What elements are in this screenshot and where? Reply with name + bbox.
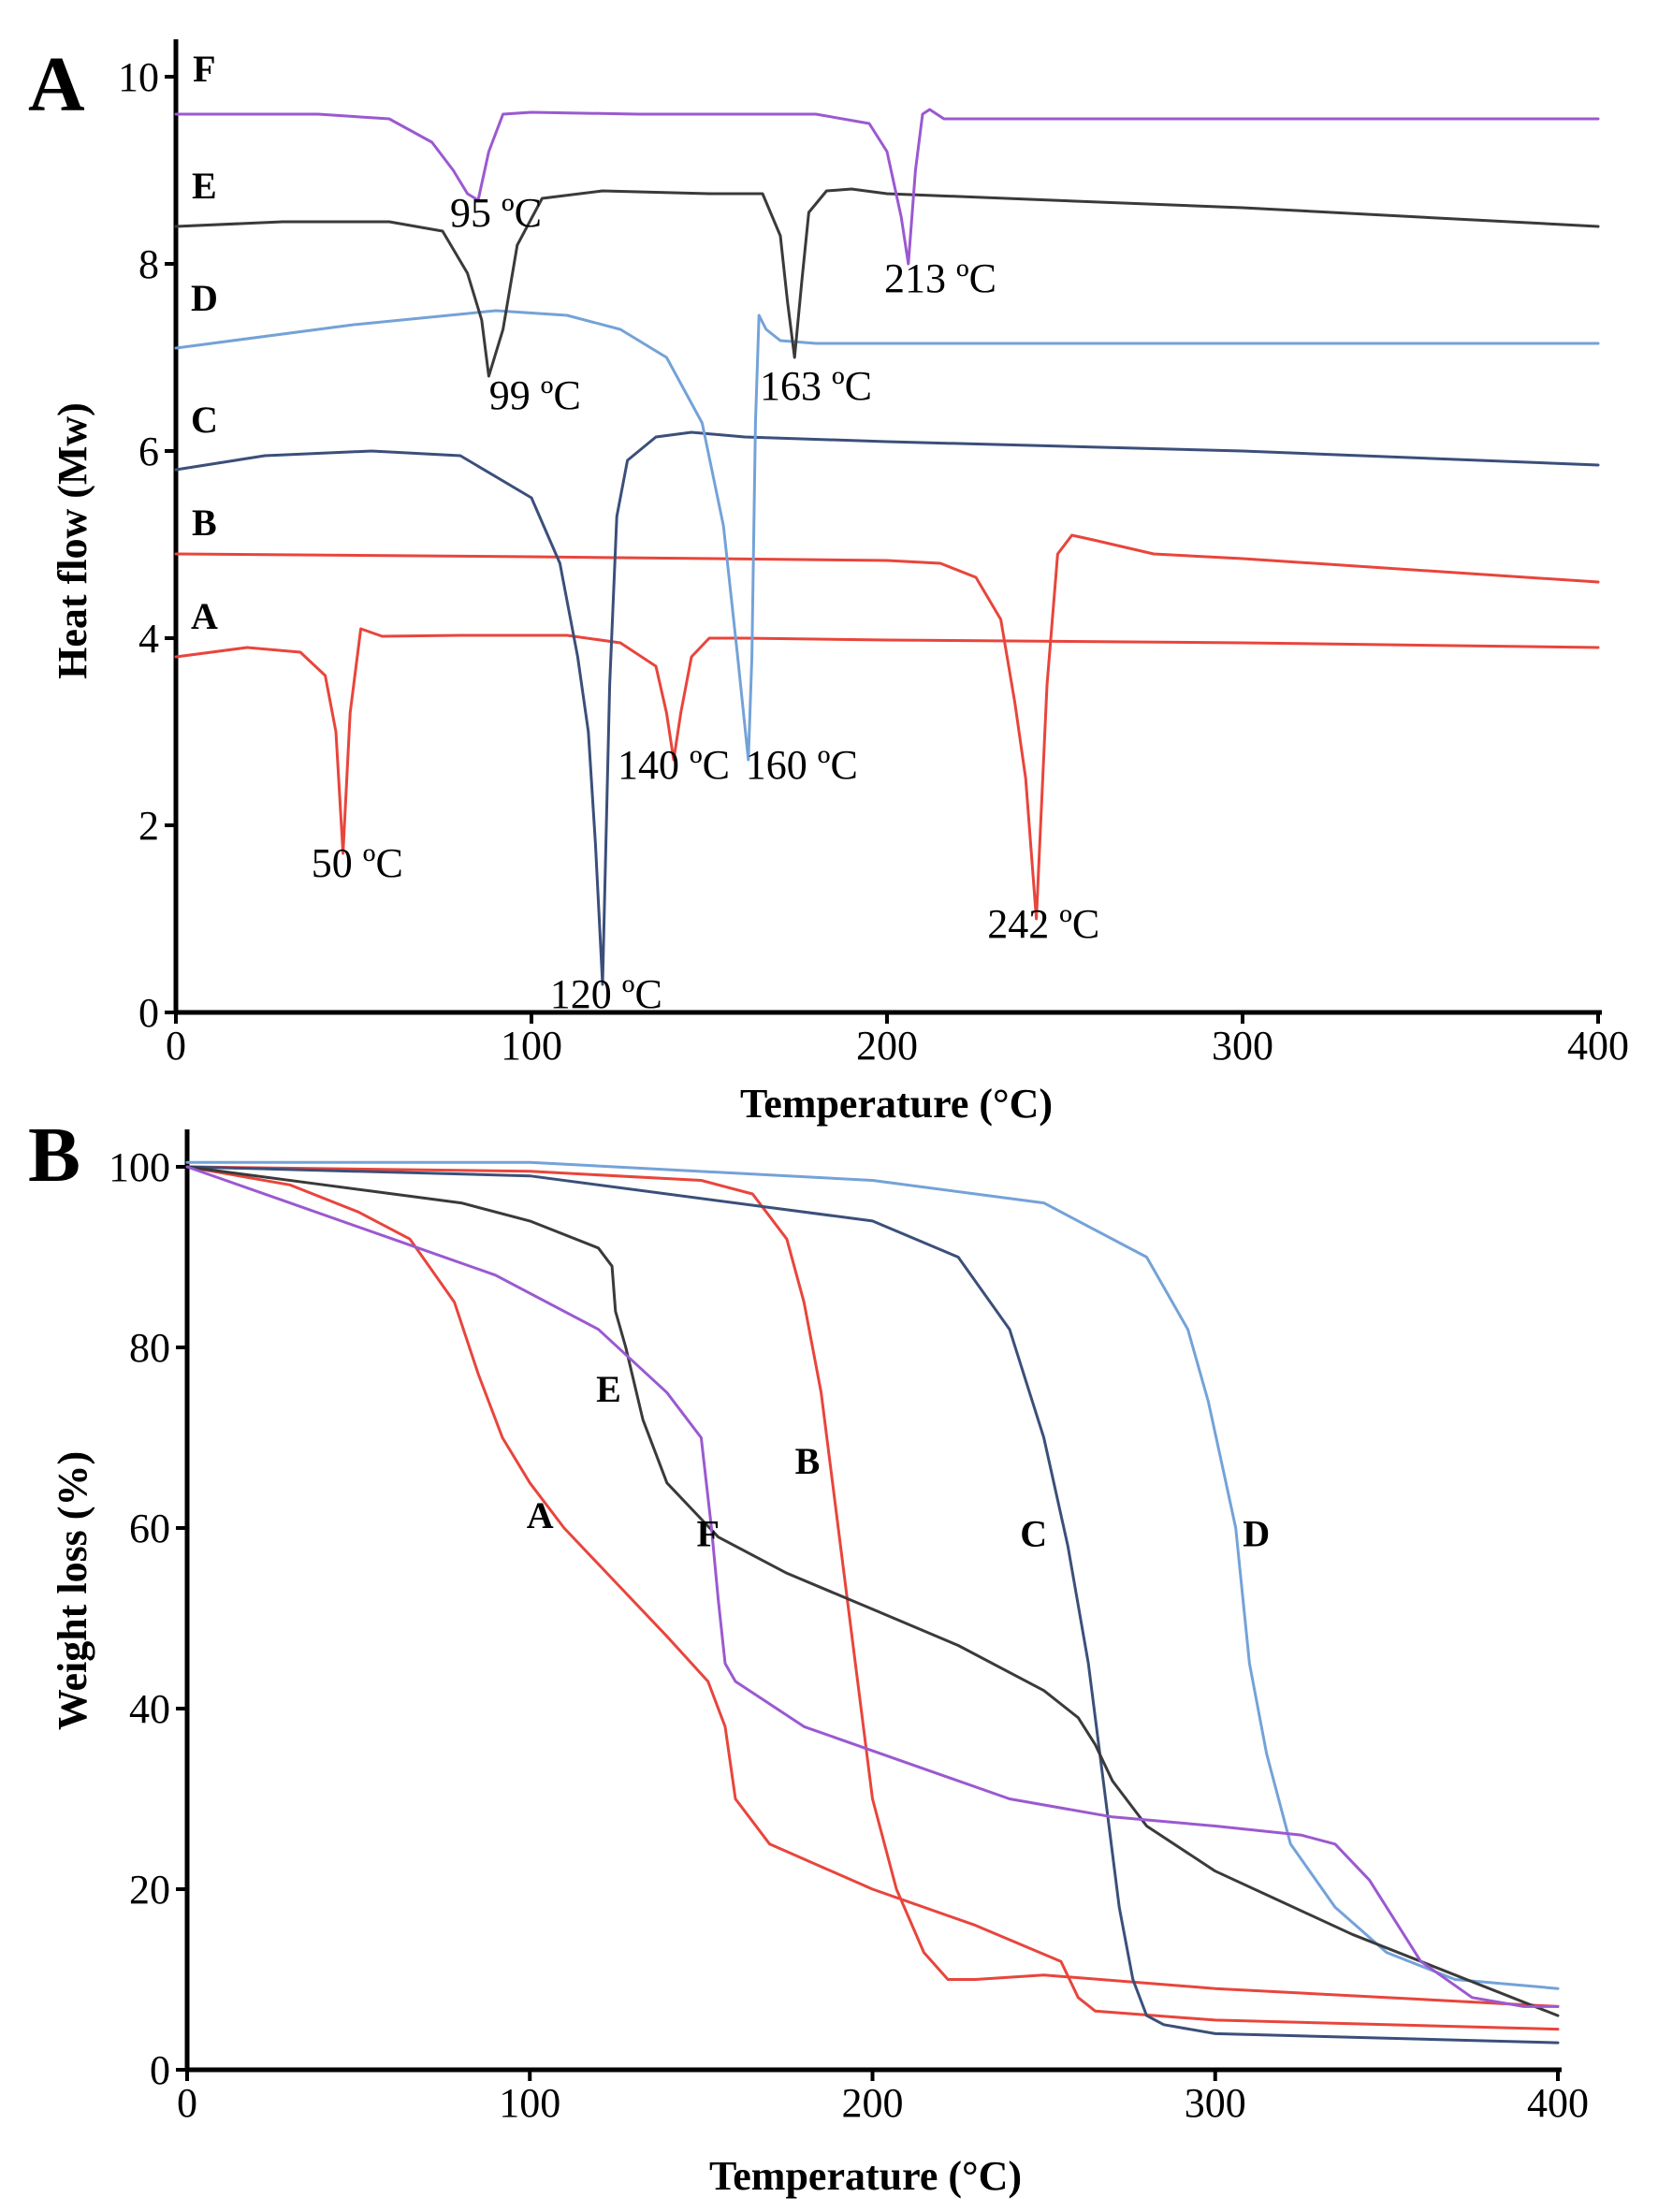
peak-annotation: 99 ºC xyxy=(489,372,581,418)
series-f-line xyxy=(185,1165,1560,2008)
series-label-c: C xyxy=(191,399,218,441)
panel-a-y-axis-title: Heat flow (Mw) xyxy=(50,402,95,679)
y-tick-label: 6 xyxy=(138,429,159,474)
series-d-line xyxy=(185,1160,1560,1990)
y-tick-label: 100 xyxy=(109,1144,170,1190)
y-tick-label: 0 xyxy=(150,2047,170,2093)
peak-annotation: 163 ºC xyxy=(760,363,872,409)
series-label-f: F xyxy=(696,1512,719,1554)
series-f-line xyxy=(174,108,1600,266)
panel-a-dsc-chart: A 0 100 200 300 400 0 2 4 6 8 10 A B C D E F 50 ºC 120 ºC… xyxy=(28,39,1629,1127)
y-tick-label: 20 xyxy=(129,1867,170,1913)
panel-a-axes: 0 100 200 300 400 0 2 4 6 8 10 xyxy=(118,39,1629,1069)
peak-annotation: 140 ºC xyxy=(618,742,730,788)
series-e-line xyxy=(174,187,1600,378)
panel-a-series xyxy=(174,108,1600,986)
series-label-e: E xyxy=(192,165,217,207)
x-tick-label: 400 xyxy=(1567,1023,1629,1069)
series-label-e: E xyxy=(596,1368,621,1410)
series-a-line xyxy=(174,627,1600,855)
peak-annotation: 120 ºC xyxy=(550,971,662,1017)
peak-annotation: 95 ºC xyxy=(450,190,542,236)
series-label-f: F xyxy=(193,48,215,90)
y-tick-label: 80 xyxy=(129,1325,170,1371)
series-e-line xyxy=(185,1165,1560,2017)
panel-b-tga-chart: B 0 100 200 300 400 0 20 40 60 80 100 A B C D E F Tempe… xyxy=(28,1112,1589,2199)
peak-annotation: 242 ºC xyxy=(987,901,1099,947)
series-label-c: C xyxy=(1020,1512,1047,1554)
panel-b-y-axis-title: Weight loss (%) xyxy=(50,1451,95,1730)
series-label-a: A xyxy=(191,595,218,637)
panel-a-label: A xyxy=(28,41,85,128)
peak-annotation: 160 ºC xyxy=(746,742,858,788)
peak-annotation: 213 ºC xyxy=(884,255,996,301)
x-tick-label: 200 xyxy=(842,2080,904,2126)
x-tick-label: 300 xyxy=(1185,2080,1246,2126)
panel-b-axes: 0 100 200 300 400 0 20 40 60 80 100 xyxy=(109,1129,1589,2126)
peak-annotation: 50 ºC xyxy=(312,840,403,886)
panel-b-series xyxy=(185,1160,1560,2045)
panel-b-label: B xyxy=(28,1112,80,1199)
panel-b-x-axis-title: Temperature (°C) xyxy=(709,2153,1022,2199)
series-label-a: A xyxy=(527,1494,554,1536)
series-label-b: B xyxy=(795,1440,821,1482)
y-tick-label: 0 xyxy=(138,990,159,1036)
series-b-line xyxy=(185,1165,1560,2008)
series-label-b: B xyxy=(192,502,217,544)
panel-b-annotations: A B C D E F xyxy=(527,1368,1270,1554)
y-tick-label: 40 xyxy=(129,1686,170,1732)
series-label-d: D xyxy=(191,277,218,319)
x-tick-label: 200 xyxy=(856,1023,918,1069)
y-tick-label: 2 xyxy=(138,803,159,849)
x-tick-label: 100 xyxy=(499,2080,560,2126)
x-tick-label: 0 xyxy=(166,1023,186,1069)
x-tick-label: 400 xyxy=(1527,2080,1589,2126)
panel-a-annotations: A B C D E F 50 ºC 120 ºC 140 ºC 160 ºC 242 ºC 99 ºC… xyxy=(191,48,1099,1017)
series-d-line xyxy=(174,309,1600,762)
x-tick-label: 100 xyxy=(501,1023,562,1069)
y-tick-label: 8 xyxy=(138,241,159,287)
x-tick-label: 0 xyxy=(177,2080,197,2126)
y-tick-label: 4 xyxy=(138,616,159,662)
series-b-line xyxy=(174,533,1600,921)
series-c-line xyxy=(174,430,1600,986)
series-c-line xyxy=(185,1165,1560,2045)
x-tick-label: 300 xyxy=(1212,1023,1273,1069)
series-a-line xyxy=(185,1165,1560,2031)
y-tick-label: 10 xyxy=(118,54,159,100)
series-label-d: D xyxy=(1243,1512,1270,1554)
panel-a-x-axis-title: Temperature (°C) xyxy=(740,1081,1053,1127)
y-tick-label: 60 xyxy=(129,1506,170,1551)
